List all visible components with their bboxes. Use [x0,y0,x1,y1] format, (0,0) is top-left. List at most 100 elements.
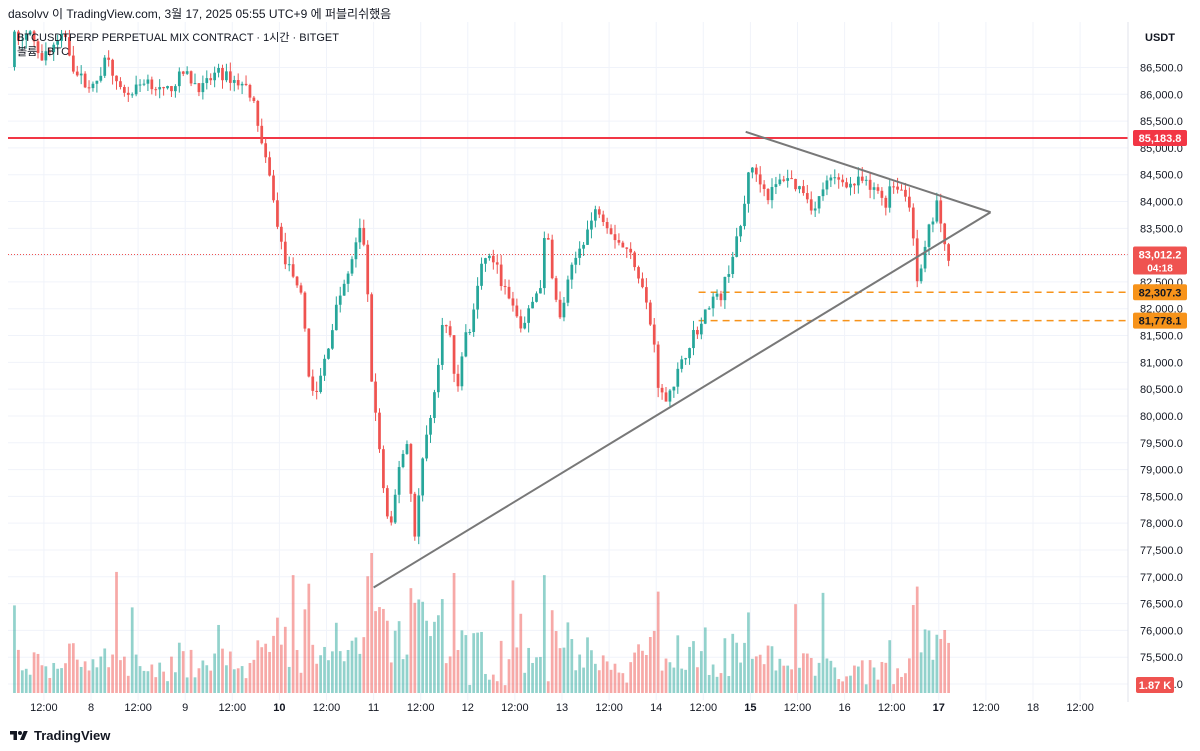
volume-bar [892,684,896,693]
volume-bar [609,669,613,693]
volume-bar [307,583,311,693]
currency-label[interactable]: USDT [1145,32,1175,44]
volume-bar [515,647,519,693]
candle-body [452,335,456,374]
candle-body [24,34,28,40]
candle-body [790,178,793,180]
candle-body [71,55,75,72]
volume-bar [927,630,931,693]
horizontal-levels [8,137,1128,322]
candle-body [896,186,899,190]
volume-bar [303,609,307,693]
volume-bar [692,641,695,693]
candle-body [707,308,711,310]
time-tick-label: 12:00 [784,702,812,714]
chart-container[interactable]: 86,500.0 86,000.0 85,500.0 85,000.0 84,500.0… [0,22,1200,722]
candle-body [613,234,617,241]
volume-bar [177,642,181,693]
volume-bar [225,665,228,693]
candle-body [56,40,59,45]
candle-body [590,220,593,230]
candle-body [440,325,444,365]
volume-bar [130,607,134,693]
candle-body [672,386,676,391]
candle-body [177,71,181,87]
volume-bar [260,647,264,693]
volume-bar [715,676,719,693]
time-tick-label: 12 [462,702,474,714]
price-tick-label: 81,500.0 [1140,331,1183,343]
volume-bar [656,591,660,693]
trendlines [373,130,992,589]
volume-bar [621,673,625,693]
volume-bar [805,653,809,693]
candle-body [32,31,36,42]
volume-bar [684,669,687,693]
price-tag-label: 83,012.2 [1139,249,1182,261]
volume-bar [574,670,578,693]
volume-bar [217,624,220,693]
price-tags: 85,183.8 83,012.2 04:18 82,307.3 81,778.1 1.8… [1133,130,1187,693]
candle-body [385,488,389,517]
candle-body [287,264,291,266]
candle-body [311,376,315,391]
candle-body [629,248,633,253]
candle-body [185,71,189,74]
candle-body [625,247,629,249]
candle-body [174,86,177,92]
candle-body [115,75,118,82]
candle-body [546,238,550,240]
candle-body [947,244,950,261]
volume-bar [900,676,903,693]
volume-bar [625,682,629,693]
volume-label[interactable]: 볼륨 · BTC [17,46,70,58]
volume-bar [833,667,837,693]
candle-body [327,348,330,359]
price-chart[interactable]: 86,500.086,000.085,500.085,000.084,500.0… [0,22,1200,722]
price-tag-label: 85,183.8 [1139,133,1182,145]
candle-body [696,329,699,335]
volume-bar [908,658,911,693]
volume-bar [739,662,742,693]
candle-body [680,359,684,369]
candle-body [64,33,67,38]
candle-body [272,175,275,201]
volume-bar [456,650,460,693]
candle-body [860,176,864,181]
volume-bar [645,654,648,693]
candle-body [511,298,515,306]
candle-body [225,71,228,81]
candle-body [503,286,507,288]
candle-body [762,184,766,189]
symbol-label[interactable]: BTCUSDTPERP PERPETUAL MIX CONTRACT · 1시간… [17,32,339,44]
time-tick-label: 12:00 [972,702,1000,714]
volume-bar [809,657,813,693]
volume-bar [119,660,122,693]
volume-bar [535,657,538,693]
volume-bar [841,681,844,693]
volume-bar [240,666,244,693]
candle-body [138,84,142,86]
candlesticks [13,29,950,545]
candle-body [825,180,829,190]
candle-body [664,392,668,402]
candle-body [276,200,279,227]
volume-bar [429,636,432,693]
volume-bar [601,655,605,693]
candle-body [252,97,256,102]
price-tag-bg [1133,130,1187,147]
volume-bar [633,652,636,693]
volume-bar [162,671,165,693]
candle-body [240,83,244,86]
candle-body [401,453,405,468]
volume-bar [884,662,888,693]
candle-body [331,330,334,349]
price-tick-label: 86,000.0 [1140,89,1183,101]
candle-body [111,59,114,76]
time-tick-label: 12:00 [313,702,341,714]
volume-bar [472,633,476,693]
candle-body [935,200,939,222]
candle-body [652,324,656,345]
volume-bar [699,651,703,693]
candle-body [621,242,625,248]
